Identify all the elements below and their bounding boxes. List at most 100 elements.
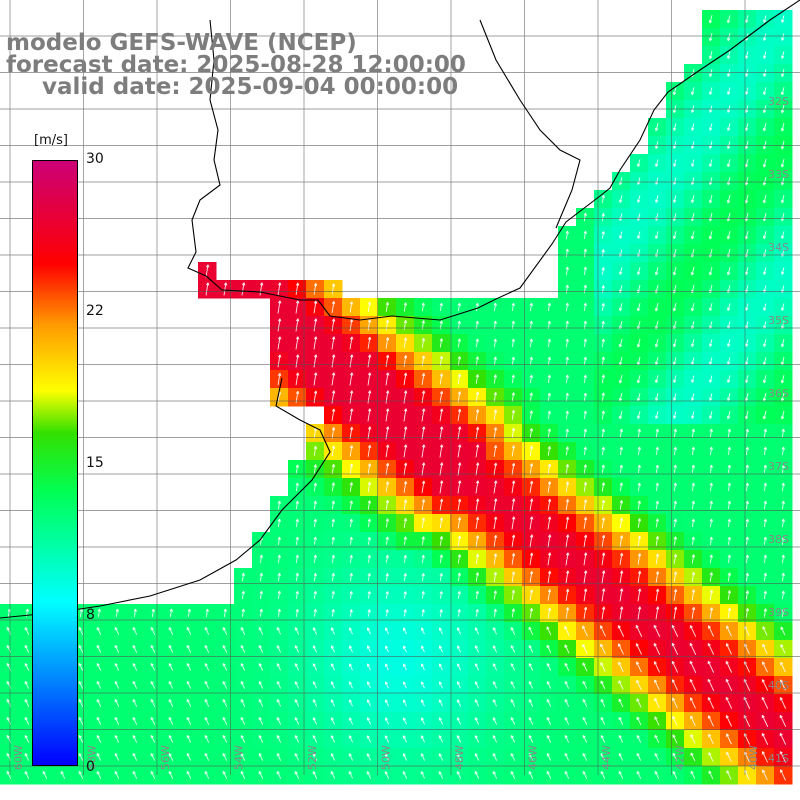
wind-arrow [780, 176, 785, 186]
wind-arrow [564, 662, 570, 672]
wind-arrow [583, 230, 587, 240]
wind-arrow [618, 643, 624, 655]
wind-arrow [637, 195, 641, 203]
wind-arrow [727, 428, 731, 438]
wind-arrow [761, 696, 769, 710]
wind-arrow [547, 428, 551, 438]
wind-arrow [655, 553, 660, 565]
wind-arrow [601, 302, 605, 311]
wind-arrow [565, 428, 569, 438]
wind-arrow [421, 609, 425, 617]
colorbar [32, 160, 78, 766]
wind-arrow [691, 141, 695, 149]
wind-arrow [493, 338, 497, 348]
wind-arrow [691, 123, 695, 131]
wind-arrow [132, 716, 138, 725]
wind-arrow [367, 609, 371, 617]
wind-arrow [565, 516, 570, 530]
wind-arrow [708, 770, 714, 780]
wind-arrow [294, 699, 300, 707]
wind-arrow [6, 770, 12, 779]
wind-arrow [493, 534, 498, 547]
wind-arrow [655, 571, 660, 583]
wind-arrow [294, 663, 300, 671]
wind-arrow [313, 482, 317, 492]
wind-arrow [511, 445, 516, 457]
wind-arrow [366, 771, 372, 779]
wind-arrow [349, 590, 353, 599]
wind-arrow [474, 699, 480, 707]
wind-arrow [439, 480, 444, 494]
wind-arrow [493, 571, 498, 582]
wind-arrow [707, 625, 714, 637]
wind-arrow [745, 590, 749, 600]
wind-arrow [439, 462, 444, 476]
wind-arrow [150, 716, 156, 725]
wind-arrow [312, 717, 318, 725]
wind-arrow [420, 699, 425, 707]
wind-arrow [277, 500, 281, 510]
lat-label: 32S [768, 95, 789, 108]
wind-arrow [672, 338, 677, 348]
wind-arrow [313, 372, 318, 386]
wind-arrow [313, 518, 317, 528]
wind-arrow [618, 770, 624, 779]
wind-arrow [582, 734, 588, 743]
wind-arrow [601, 499, 606, 511]
wind-arrow [439, 338, 444, 348]
wind-arrow [385, 372, 390, 386]
wind-arrow [619, 552, 624, 565]
wind-arrow [222, 644, 228, 653]
wind-arrow [349, 482, 354, 492]
wind-arrow [384, 771, 390, 779]
wind-arrow [78, 734, 84, 743]
wind-arrow [331, 336, 336, 350]
wind-arrow [475, 444, 480, 458]
wind-arrow [583, 464, 587, 474]
wind-arrow [457, 609, 461, 617]
wind-arrow [691, 393, 695, 401]
wind-arrow [637, 428, 641, 438]
wind-arrow [781, 267, 785, 275]
wind-arrow [709, 69, 713, 78]
wind-arrow [762, 410, 767, 420]
wind-arrow [493, 498, 498, 512]
wind-arrow [421, 302, 425, 312]
wind-arrow [384, 753, 390, 761]
colorbar-tick-0: 0 [86, 759, 95, 775]
wind-arrow [781, 51, 785, 59]
wind-arrow [673, 428, 677, 438]
wind-arrow [420, 627, 425, 635]
wind-arrow [709, 428, 713, 438]
wind-arrow [762, 769, 768, 781]
wind-arrow [726, 770, 732, 780]
wind-arrow [312, 627, 318, 635]
wind-arrow [493, 356, 497, 366]
wind-arrow [439, 408, 444, 422]
wind-arrow [385, 408, 390, 422]
wind-arrow [186, 662, 192, 671]
wind-arrow [132, 752, 138, 761]
wind-arrow [96, 626, 102, 635]
wind-arrow [600, 662, 606, 672]
wind-arrow [421, 572, 425, 581]
wind-arrow [366, 681, 371, 689]
wind-arrow [349, 372, 354, 386]
wind-arrow [385, 572, 389, 581]
wind-arrow [654, 375, 659, 384]
wind-arrow [636, 338, 641, 348]
wind-arrow [583, 392, 587, 402]
wind-arrow [385, 354, 390, 368]
wind-arrow [601, 552, 606, 566]
wind-arrow [349, 518, 353, 528]
wind-arrow [582, 698, 588, 707]
wind-arrow [763, 590, 767, 600]
wind-arrow [313, 445, 318, 456]
wind-arrow [601, 570, 606, 584]
wind-arrow [240, 680, 246, 689]
wind-arrow [222, 770, 228, 779]
wind-arrow [439, 536, 444, 546]
wind-arrow [529, 463, 534, 475]
wind-arrow [421, 372, 426, 385]
wind-arrow [726, 33, 731, 42]
